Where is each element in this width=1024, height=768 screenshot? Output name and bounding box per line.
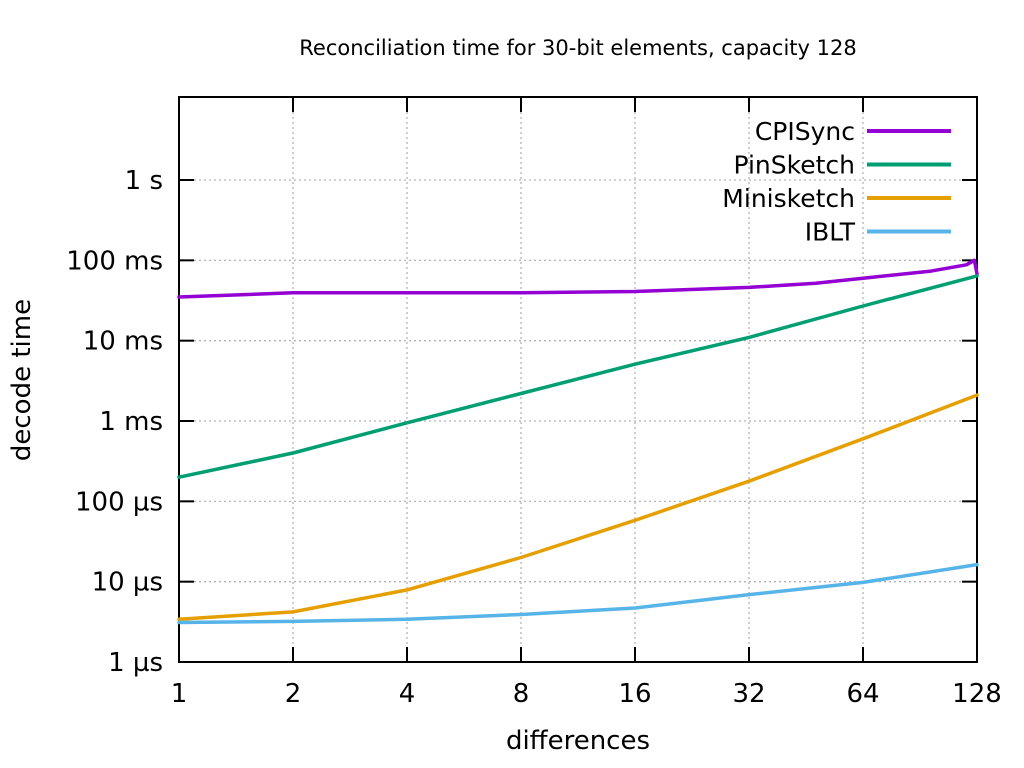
series-line-cpisync <box>177 258 979 299</box>
y-tick-label: 100 µs <box>75 487 163 517</box>
legend-label-iblt: IBLT <box>805 218 856 247</box>
x-tick-label: 8 <box>513 679 530 709</box>
y-tick-label: 10 ms <box>83 327 163 357</box>
x-tick-label: 16 <box>618 679 651 709</box>
y-tick-label: 100 ms <box>66 246 163 276</box>
legend-label-pinsketch: PinSketch <box>733 151 855 180</box>
y-tick-label: 10 µs <box>92 568 163 598</box>
x-tick-label: 128 <box>952 679 1002 709</box>
y-tick-label: 1 µs <box>108 648 163 678</box>
x-tick-label: 32 <box>732 679 765 709</box>
x-axis-title: differences <box>505 726 651 756</box>
x-tick-label: 1 <box>171 679 188 709</box>
series-line-minisketch <box>177 393 979 622</box>
series-line-pinsketch <box>177 274 979 479</box>
x-tick-label: 4 <box>399 679 416 709</box>
series-line-iblt <box>177 562 979 625</box>
x-tick-label: 64 <box>846 679 879 709</box>
chart-title: Reconciliation time for 30-bit elements,… <box>299 36 857 60</box>
plot-border <box>178 96 978 663</box>
x-tick-label: 2 <box>285 679 302 709</box>
y-tick-label: 1 ms <box>99 407 163 437</box>
y-tick-label: 1 s <box>125 166 163 196</box>
legend-label-minisketch: Minisketch <box>722 184 855 213</box>
legend-label-cpisync: CPISync <box>755 117 855 146</box>
